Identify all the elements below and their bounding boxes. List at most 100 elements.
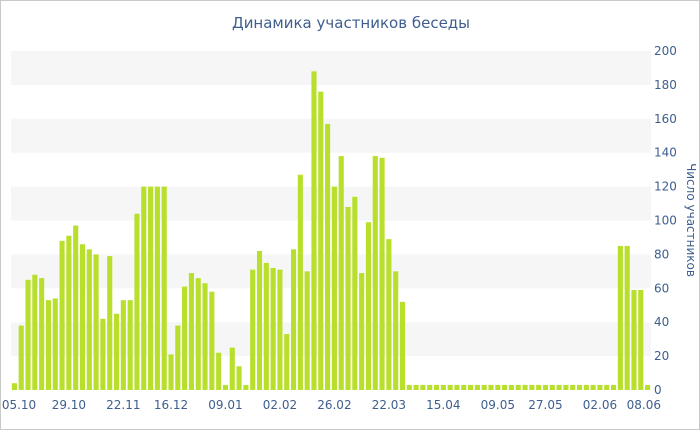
bar <box>372 156 378 390</box>
bar <box>529 384 535 390</box>
bar <box>645 384 651 390</box>
grid-bands <box>11 51 651 357</box>
x-tick-label: 16.12 <box>154 398 188 412</box>
bar <box>134 213 140 390</box>
bar <box>222 384 229 390</box>
y-axis-ticks: 0 20 40 60 80 100 120 140 160 180 200 <box>654 44 677 397</box>
y-tick-label: 140 <box>654 146 677 160</box>
bar <box>250 269 256 390</box>
bar <box>386 239 392 390</box>
bar <box>209 291 215 390</box>
x-tick-label: 27.05 <box>528 398 562 412</box>
bar <box>256 251 263 390</box>
x-tick-label: 22.03 <box>372 398 406 412</box>
bar <box>52 298 58 390</box>
bar <box>100 318 106 390</box>
bar <box>406 384 412 390</box>
bar <box>161 186 167 390</box>
x-tick-label: 09.05 <box>481 398 515 412</box>
grid-band <box>11 322 651 357</box>
bar <box>284 334 290 390</box>
bar <box>202 283 208 390</box>
grid-band <box>11 186 651 221</box>
bar <box>79 244 86 390</box>
bar <box>556 384 562 390</box>
x-tick-label: 02.06 <box>583 398 617 412</box>
bar <box>359 273 365 390</box>
bar <box>93 254 99 390</box>
bar <box>148 186 154 390</box>
bar <box>291 249 297 390</box>
bar <box>624 245 630 390</box>
bar <box>216 352 222 390</box>
x-tick-label: 09.01 <box>208 398 242 412</box>
bar <box>18 325 24 390</box>
bar <box>304 271 310 390</box>
bars <box>11 71 651 391</box>
bar <box>563 384 569 390</box>
bar <box>263 262 269 391</box>
bar <box>195 278 201 390</box>
bar <box>413 384 419 390</box>
bar <box>508 384 514 390</box>
bar <box>638 290 644 390</box>
bar <box>631 290 637 390</box>
y-tick-label: 120 <box>654 180 677 194</box>
bar <box>583 384 589 390</box>
bar <box>345 206 351 390</box>
bar <box>468 384 474 390</box>
bar <box>188 273 194 390</box>
bar <box>393 271 399 390</box>
bar <box>59 240 65 390</box>
y-tick-label: 200 <box>654 44 677 58</box>
bar <box>481 384 487 390</box>
y-tick-label: 80 <box>654 247 669 261</box>
x-tick-label: 22.11 <box>106 398 140 412</box>
x-tick-label: 05.10 <box>2 398 36 412</box>
bar <box>447 384 453 390</box>
grid-band <box>11 254 651 289</box>
y-tick-label: 180 <box>654 78 677 92</box>
bar <box>338 156 344 390</box>
bar <box>113 313 120 390</box>
bar <box>318 91 324 391</box>
bar <box>32 274 38 390</box>
bar <box>488 384 494 390</box>
x-tick-label: 08.06 <box>627 398 661 412</box>
bar <box>611 384 617 390</box>
bar <box>236 366 242 390</box>
bar <box>617 245 623 390</box>
y-tick-label: 40 <box>654 315 669 329</box>
y-tick-label: 0 <box>654 383 662 397</box>
bar <box>66 235 72 390</box>
bar <box>73 225 79 390</box>
bar <box>522 384 528 390</box>
x-tick-label: 29.10 <box>52 398 86 412</box>
bar <box>297 174 303 390</box>
bar <box>515 384 521 390</box>
bar <box>120 300 126 390</box>
y-tick-label: 160 <box>654 112 677 126</box>
grid-band <box>11 118 651 153</box>
bar <box>461 384 467 390</box>
bar <box>25 279 31 390</box>
bar <box>420 384 426 390</box>
chart-title: Динамика участников беседы <box>232 14 470 32</box>
bar <box>604 384 610 390</box>
bar <box>277 269 283 390</box>
bar <box>311 71 317 390</box>
bar <box>182 286 188 390</box>
bar <box>427 384 433 390</box>
bar <box>175 325 181 390</box>
x-tick-label: 26.02 <box>317 398 351 412</box>
bar <box>45 300 51 390</box>
bar <box>433 384 440 390</box>
x-tick-label: 15.04 <box>426 398 460 412</box>
y-tick-label: 60 <box>654 281 669 295</box>
bar <box>352 196 358 390</box>
bar <box>570 384 576 390</box>
bar <box>229 347 235 391</box>
x-tick-label: 02.02 <box>263 398 297 412</box>
